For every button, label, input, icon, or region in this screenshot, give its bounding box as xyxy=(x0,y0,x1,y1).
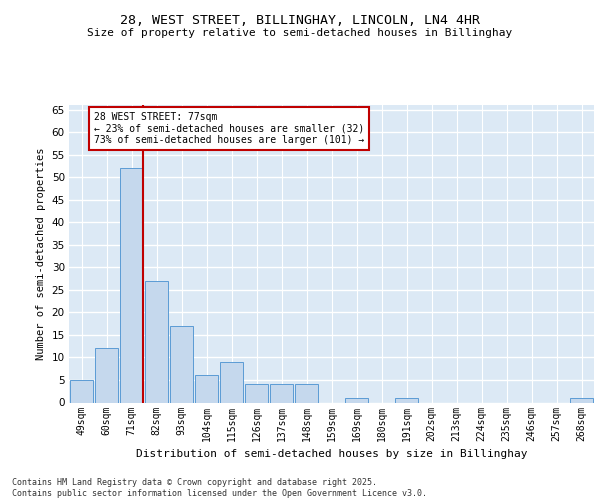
Bar xyxy=(395,398,418,402)
Bar xyxy=(70,380,94,402)
Bar xyxy=(95,348,118,403)
Text: 28 WEST STREET: 77sqm
← 23% of semi-detached houses are smaller (32)
73% of semi: 28 WEST STREET: 77sqm ← 23% of semi-deta… xyxy=(94,112,364,145)
Bar xyxy=(194,376,218,402)
Text: Contains HM Land Registry data © Crown copyright and database right 2025.
Contai: Contains HM Land Registry data © Crown c… xyxy=(12,478,427,498)
Bar xyxy=(145,281,169,402)
X-axis label: Distribution of semi-detached houses by size in Billinghay: Distribution of semi-detached houses by … xyxy=(136,449,527,459)
Bar xyxy=(344,398,368,402)
Y-axis label: Number of semi-detached properties: Number of semi-detached properties xyxy=(36,148,46,360)
Text: Size of property relative to semi-detached houses in Billinghay: Size of property relative to semi-detach… xyxy=(88,28,512,38)
Bar xyxy=(119,168,143,402)
Bar xyxy=(295,384,319,402)
Text: 28, WEST STREET, BILLINGHAY, LINCOLN, LN4 4HR: 28, WEST STREET, BILLINGHAY, LINCOLN, LN… xyxy=(120,14,480,27)
Bar xyxy=(220,362,244,403)
Bar xyxy=(269,384,293,402)
Bar xyxy=(569,398,593,402)
Bar xyxy=(245,384,268,402)
Bar xyxy=(170,326,193,402)
